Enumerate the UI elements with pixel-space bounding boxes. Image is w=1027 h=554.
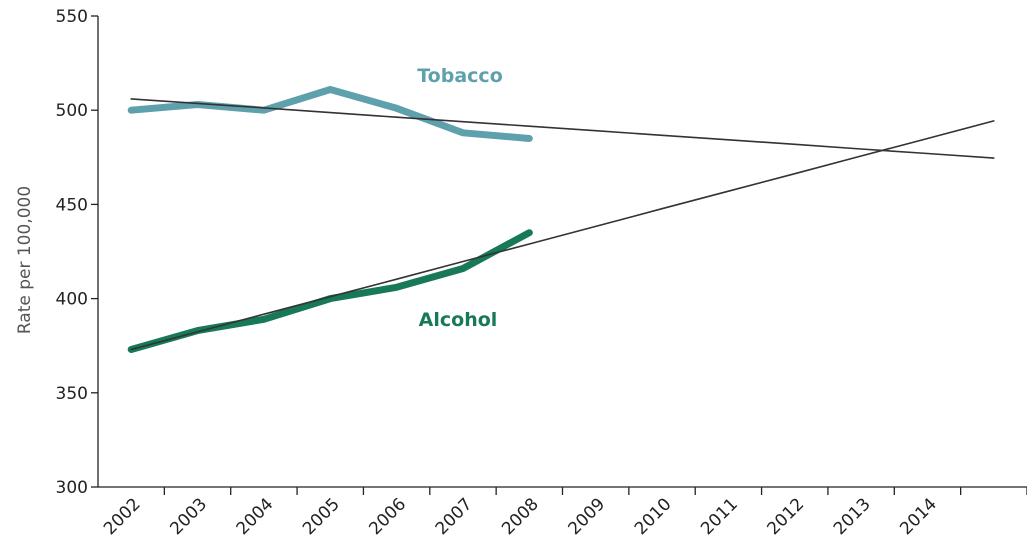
x-tick-label: 2012 — [764, 494, 809, 539]
x-tick-label: 2014 — [896, 494, 941, 539]
trend-line — [130, 120, 995, 351]
x-tick-label: 2007 — [432, 494, 477, 539]
x-tick-label: 2006 — [365, 494, 410, 539]
x-tick-label: 2002 — [100, 494, 145, 539]
y-tick-label: 500 — [56, 101, 88, 121]
x-tick-label: 2005 — [299, 494, 344, 539]
y-tick-label: 350 — [56, 384, 88, 404]
x-tick-label: 2010 — [631, 494, 676, 539]
y-tick-label: 550 — [56, 7, 88, 27]
y-tick-label: 300 — [56, 478, 88, 498]
x-tick-label: 2008 — [498, 494, 543, 539]
series-line — [127, 229, 533, 353]
y-tick-label: 450 — [56, 195, 88, 215]
x-tick-label: 2004 — [233, 494, 278, 539]
y-axis-label: Rate per 100,000 — [15, 186, 35, 334]
x-tick-label: 2013 — [830, 494, 875, 539]
series-line — [127, 86, 533, 142]
x-tick-label: 2011 — [697, 494, 742, 539]
y-tick-label: 400 — [56, 290, 88, 310]
series-label: Alcohol — [419, 309, 498, 331]
trend-line — [130, 98, 995, 159]
x-tick-label: 2009 — [564, 494, 609, 539]
x-tick-label: 2003 — [166, 494, 211, 539]
series-label: Tobacco — [417, 65, 503, 87]
